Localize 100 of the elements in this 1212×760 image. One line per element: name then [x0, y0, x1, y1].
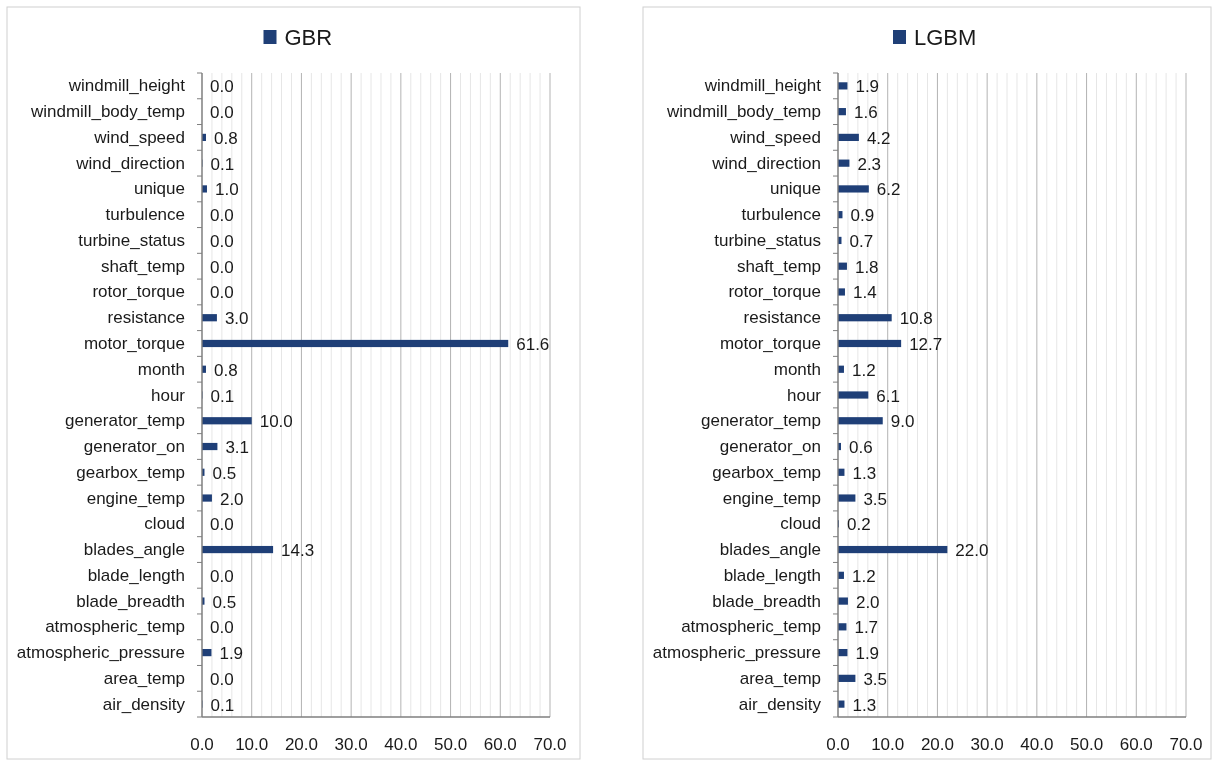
x-tick-label: 40.0: [384, 734, 418, 754]
data-label: 9.0: [890, 412, 915, 432]
y-tick-label: generator_temp: [700, 411, 821, 431]
x-tick-label: 30.0: [334, 734, 368, 754]
y-tick-label: generator_on: [719, 437, 821, 457]
data-label: 0.0: [210, 77, 234, 97]
y-tick-label: generator_on: [83, 437, 185, 457]
legend-label: LGBM: [914, 24, 977, 50]
y-tick-label: resistance: [743, 308, 821, 328]
x-tick-label: 60.0: [1119, 734, 1153, 754]
data-label: 0.1: [210, 386, 235, 406]
y-tick-label: hour: [150, 385, 186, 405]
y-tick-label: windmill_body_temp: [665, 102, 821, 122]
data-label: 1.9: [855, 77, 880, 97]
data-label: 0.0: [210, 206, 234, 226]
data-label: 3.5: [863, 489, 888, 509]
y-tick-label: wind_direction: [75, 153, 185, 173]
y-tick-label: atmospheric_pressure: [16, 643, 185, 663]
data-label: 1.9: [219, 644, 244, 664]
x-tick-label: 20.0: [284, 734, 318, 754]
y-tick-label: unique: [769, 179, 821, 199]
data-label: 10.8: [899, 309, 933, 329]
data-label: 0.0: [210, 283, 234, 303]
y-tick-label: area_temp: [739, 668, 821, 688]
data-label: 14.3: [281, 541, 315, 561]
y-tick-label: windmill_height: [67, 76, 186, 96]
x-tick-label: 50.0: [1070, 734, 1104, 754]
y-tick-label: generator_temp: [64, 411, 185, 431]
y-tick-label: turbine_status: [714, 230, 821, 250]
data-label: 1.2: [851, 566, 876, 586]
y-tick-label: shaft_temp: [100, 256, 185, 276]
y-tick-label: gearbox_temp: [712, 462, 821, 482]
data-label: 0.5: [212, 592, 237, 612]
y-tick-label: month: [137, 359, 185, 379]
y-tick-label: atmospheric_temp: [45, 617, 185, 637]
data-label: 0.0: [210, 515, 234, 535]
data-label: 1.4: [852, 283, 877, 303]
data-label: 0.1: [210, 154, 235, 174]
data-label: 1.6: [853, 103, 878, 123]
data-label: 0.6: [848, 438, 873, 458]
data-label: 3.1: [225, 438, 250, 458]
data-label: 0.0: [210, 566, 234, 586]
data-label: 22.0: [955, 541, 989, 561]
y-tick-label: blades_angle: [83, 540, 185, 560]
y-tick-label: windmill_body_temp: [29, 102, 185, 122]
y-tick-label: motor_torque: [83, 333, 185, 353]
y-tick-label: motor_torque: [719, 333, 821, 353]
y-tick-label: resistance: [107, 308, 185, 328]
y-tick-label: turbulence: [741, 205, 821, 225]
data-label: 0.8: [213, 360, 238, 380]
data-label: 0.0: [210, 103, 234, 123]
y-tick-label: rotor_torque: [92, 282, 185, 302]
data-label: 3.5: [863, 669, 888, 689]
data-label: 61.6: [516, 334, 550, 354]
x-tick-label: 10.0: [871, 734, 905, 754]
y-tick-label: unique: [133, 179, 185, 199]
x-tick-label: 20.0: [920, 734, 954, 754]
y-tick-label: blade_length: [723, 565, 821, 585]
data-label: 1.9: [855, 644, 880, 664]
y-tick-label: turbulence: [105, 205, 185, 225]
x-tick-label: 30.0: [970, 734, 1004, 754]
y-tick-label: blades_angle: [719, 540, 821, 560]
data-label: 6.2: [876, 180, 901, 200]
y-tick-label: turbine_status: [78, 230, 185, 250]
y-tick-label: wind_speed: [93, 127, 185, 147]
x-tick-label: 50.0: [434, 734, 468, 754]
y-tick-label: atmospheric_pressure: [652, 643, 821, 663]
data-label: 0.0: [210, 618, 234, 638]
data-label: 0.2: [846, 515, 871, 535]
x-tick-label: 70.0: [1169, 734, 1203, 754]
y-tick-label: gearbox_temp: [76, 462, 185, 482]
y-tick-label: blade_breadth: [76, 591, 185, 611]
data-label: 0.9: [850, 206, 875, 226]
data-label: 0.0: [210, 257, 234, 277]
data-label: 3.0: [224, 309, 249, 329]
y-tick-label: wind_speed: [729, 127, 821, 147]
data-label: 1.7: [854, 618, 879, 638]
data-label: 2.0: [855, 592, 880, 612]
y-tick-label: wind_direction: [711, 153, 821, 173]
y-tick-label: windmill_height: [703, 76, 822, 96]
y-tick-label: rotor_torque: [728, 282, 821, 302]
y-tick-label: air_density: [102, 694, 186, 714]
x-tick-label: 60.0: [483, 734, 517, 754]
y-tick-label: cloud: [780, 514, 821, 534]
data-label: 0.0: [210, 231, 234, 251]
data-label: 1.2: [851, 360, 876, 380]
data-label: 0.0: [210, 669, 234, 689]
data-label: 10.0: [259, 412, 293, 432]
data-label: 0.5: [212, 463, 237, 483]
y-tick-label: blade_length: [87, 565, 185, 585]
data-label: 6.1: [876, 386, 900, 406]
x-tick-label: 10.0: [235, 734, 269, 754]
data-label: 2.3: [857, 154, 882, 174]
data-label: 0.1: [210, 695, 235, 715]
data-label: 1.8: [854, 257, 879, 277]
data-label: 12.7: [909, 334, 943, 354]
y-tick-label: month: [773, 359, 821, 379]
data-label: 2.0: [219, 489, 244, 509]
data-label: 4.2: [866, 128, 891, 148]
y-tick-label: air_density: [738, 694, 822, 714]
